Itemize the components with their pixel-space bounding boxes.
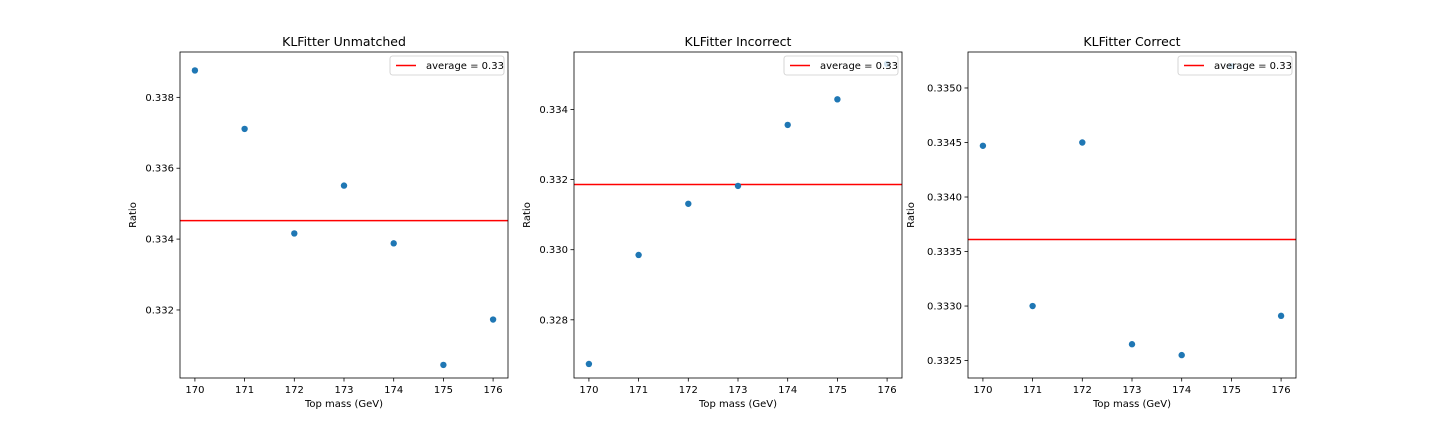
y-tick-label: 0.3345 <box>927 138 962 149</box>
data-point <box>979 142 987 149</box>
data-point <box>685 200 692 207</box>
legend-label: average = 0.33 <box>820 61 898 72</box>
legend-label: average = 0.33 <box>426 61 504 72</box>
legend: average = 0.33 <box>389 55 505 76</box>
y-tick-label: 0.3350 <box>927 83 962 94</box>
data-point <box>191 67 199 74</box>
x-tick-label: 171 <box>629 385 648 396</box>
x-tick-label: 170 <box>185 385 204 396</box>
legend-label: average = 0.33 <box>1214 61 1292 72</box>
x-tick-label: 172 <box>679 385 698 396</box>
axes-frame <box>179 51 509 379</box>
chart-panel-3: KLFitter Correct 170 171 172 173 174 175 176 0.3… <box>906 34 1297 410</box>
data-point <box>489 316 497 323</box>
y-tick-label: 0.332 <box>539 175 568 186</box>
data-point <box>440 361 447 369</box>
axes-frame <box>573 51 903 379</box>
y-tick-label: 0.3335 <box>927 247 962 258</box>
x-tick-label: 170 <box>973 385 992 396</box>
data-point <box>241 125 248 133</box>
y-tick-label: 0.330 <box>539 245 568 256</box>
data-point <box>340 182 348 189</box>
y-tick-label: 0.334 <box>539 105 568 116</box>
chart-title: KLFitter Unmatched <box>282 34 406 49</box>
x-tick-label: 175 <box>1222 385 1241 396</box>
x-tick-label: 174 <box>778 385 797 396</box>
x-tick-label: 176 <box>878 385 897 396</box>
x-tick-label: 171 <box>1023 385 1042 396</box>
x-tick-label: 173 <box>334 385 353 396</box>
x-tick-label: 173 <box>728 385 747 396</box>
data-point <box>734 182 742 190</box>
x-tick-label: 175 <box>828 385 847 396</box>
y-tick-label: 0.336 <box>145 164 174 175</box>
legend: average = 0.33 <box>1177 55 1293 76</box>
y-tick-label: 0.3340 <box>927 193 962 204</box>
x-tick-label: 172 <box>285 385 304 396</box>
data-point <box>1128 341 1136 348</box>
y-tick-label: 0.3325 <box>927 356 962 367</box>
y-axis-label: Ratio <box>906 202 917 228</box>
x-axis-label: Top mass (GeV) <box>1092 399 1171 410</box>
x-tick-label: 173 <box>1122 385 1141 396</box>
chart-title: KLFitter Incorrect <box>685 34 792 49</box>
x-axis-label: Top mass (GeV) <box>304 399 383 410</box>
chart-title: KLFitter Correct <box>1083 34 1180 49</box>
x-tick-label: 170 <box>579 385 598 396</box>
x-axis-label: Top mass (GeV) <box>698 399 777 410</box>
chart-panel-1: KLFitter Unmatched 170 171 172 173 174 175 176 0… <box>128 34 509 410</box>
y-tick-label: 0.334 <box>145 235 174 246</box>
data-point <box>585 360 593 368</box>
y-axis-label: Ratio <box>522 202 533 228</box>
data-point <box>784 121 791 129</box>
data-point <box>1029 302 1036 310</box>
x-tick-label: 174 <box>1172 385 1191 396</box>
data-point <box>635 251 642 259</box>
axes-frame <box>967 51 1297 379</box>
chart-panel-2: KLFitter Incorrect 170 171 172 173 174 175 176 0… <box>522 34 903 410</box>
x-tick-label: 171 <box>235 385 254 396</box>
data-point <box>1277 312 1285 320</box>
x-tick-label: 176 <box>1272 385 1291 396</box>
data-point <box>291 230 298 237</box>
y-tick-label: 0.3330 <box>927 302 962 313</box>
legend-box <box>1177 55 1293 76</box>
y-axis-label: Ratio <box>128 202 139 228</box>
data-point <box>390 240 397 247</box>
legend-box <box>389 55 505 76</box>
data-point <box>1079 139 1086 146</box>
data-point <box>1178 351 1185 359</box>
x-tick-label: 174 <box>384 385 403 396</box>
y-tick-label: 0.328 <box>539 315 568 326</box>
legend-box <box>783 55 899 76</box>
y-tick-label: 0.338 <box>145 93 174 104</box>
x-tick-label: 176 <box>484 385 503 396</box>
x-tick-label: 172 <box>1073 385 1092 396</box>
data-point <box>834 96 841 103</box>
legend: average = 0.33 <box>783 55 899 76</box>
x-tick-label: 175 <box>434 385 453 396</box>
y-tick-label: 0.332 <box>145 305 174 316</box>
